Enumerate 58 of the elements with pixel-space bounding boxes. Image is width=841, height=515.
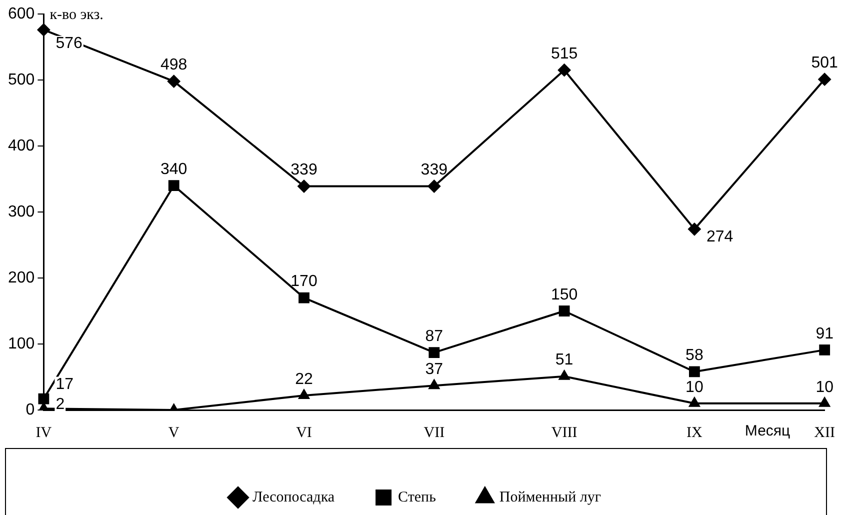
data-label: 22 [295,370,313,388]
y-tick-label: 0 [26,401,35,418]
point [818,72,832,86]
point [558,370,570,380]
point [688,366,700,378]
point [38,393,50,404]
y-tick-label: 200 [8,269,35,286]
point [298,388,310,399]
point [167,74,180,88]
x-axis-title: Месяц [744,422,791,440]
point [168,180,180,192]
point [558,64,571,77]
data-label: 58 [686,347,704,364]
point [297,180,310,193]
data-label: 339 [290,162,318,179]
point [819,344,830,356]
point [428,379,440,390]
data-label: 498 [160,56,188,74]
data-label: 150 [550,286,578,304]
legend-label: Пойменный луг [499,489,601,506]
data-label: 10 [686,378,704,396]
data-label: 2 [56,396,65,414]
data-label: 576 [56,35,82,52]
point [558,306,570,316]
data-label: 170 [290,273,318,290]
data-label: 10 [816,378,834,396]
x-tick-label: VI [296,424,312,441]
point [428,180,441,193]
y-tick-label: 400 [8,137,35,154]
data-label: 37 [425,360,444,378]
data-label: 501 [811,54,838,72]
legend-label: Степь [398,489,436,506]
point [688,222,701,236]
y-tick-label: 100 [8,335,35,352]
data-label: 339 [420,162,448,179]
y-tick-label: 300 [8,203,35,220]
point [298,292,310,304]
point [688,396,700,407]
x-tick-label: XII [814,424,836,441]
y-axis-title: к-во экз. [50,6,104,23]
legend-label: Лесопосадка [252,489,335,506]
point [37,23,50,36]
y-tick-label: 500 [8,71,35,88]
data-label: 274 [706,228,734,246]
x-tick-label: VII [424,424,445,441]
point [428,347,440,358]
x-tick-label: IV [36,424,52,441]
y-tick-label: 600 [8,5,35,22]
x-tick-label: V [168,424,180,441]
x-tick-label: VIII [551,424,578,441]
x-tick-label: IX [686,424,703,441]
data-label: 51 [555,352,574,369]
data-label: 17 [56,376,74,394]
data-label: 91 [816,325,834,342]
data-label: 340 [160,161,188,178]
data-label: 515 [550,46,578,63]
data-label: 87 [425,328,444,345]
point [818,396,830,407]
